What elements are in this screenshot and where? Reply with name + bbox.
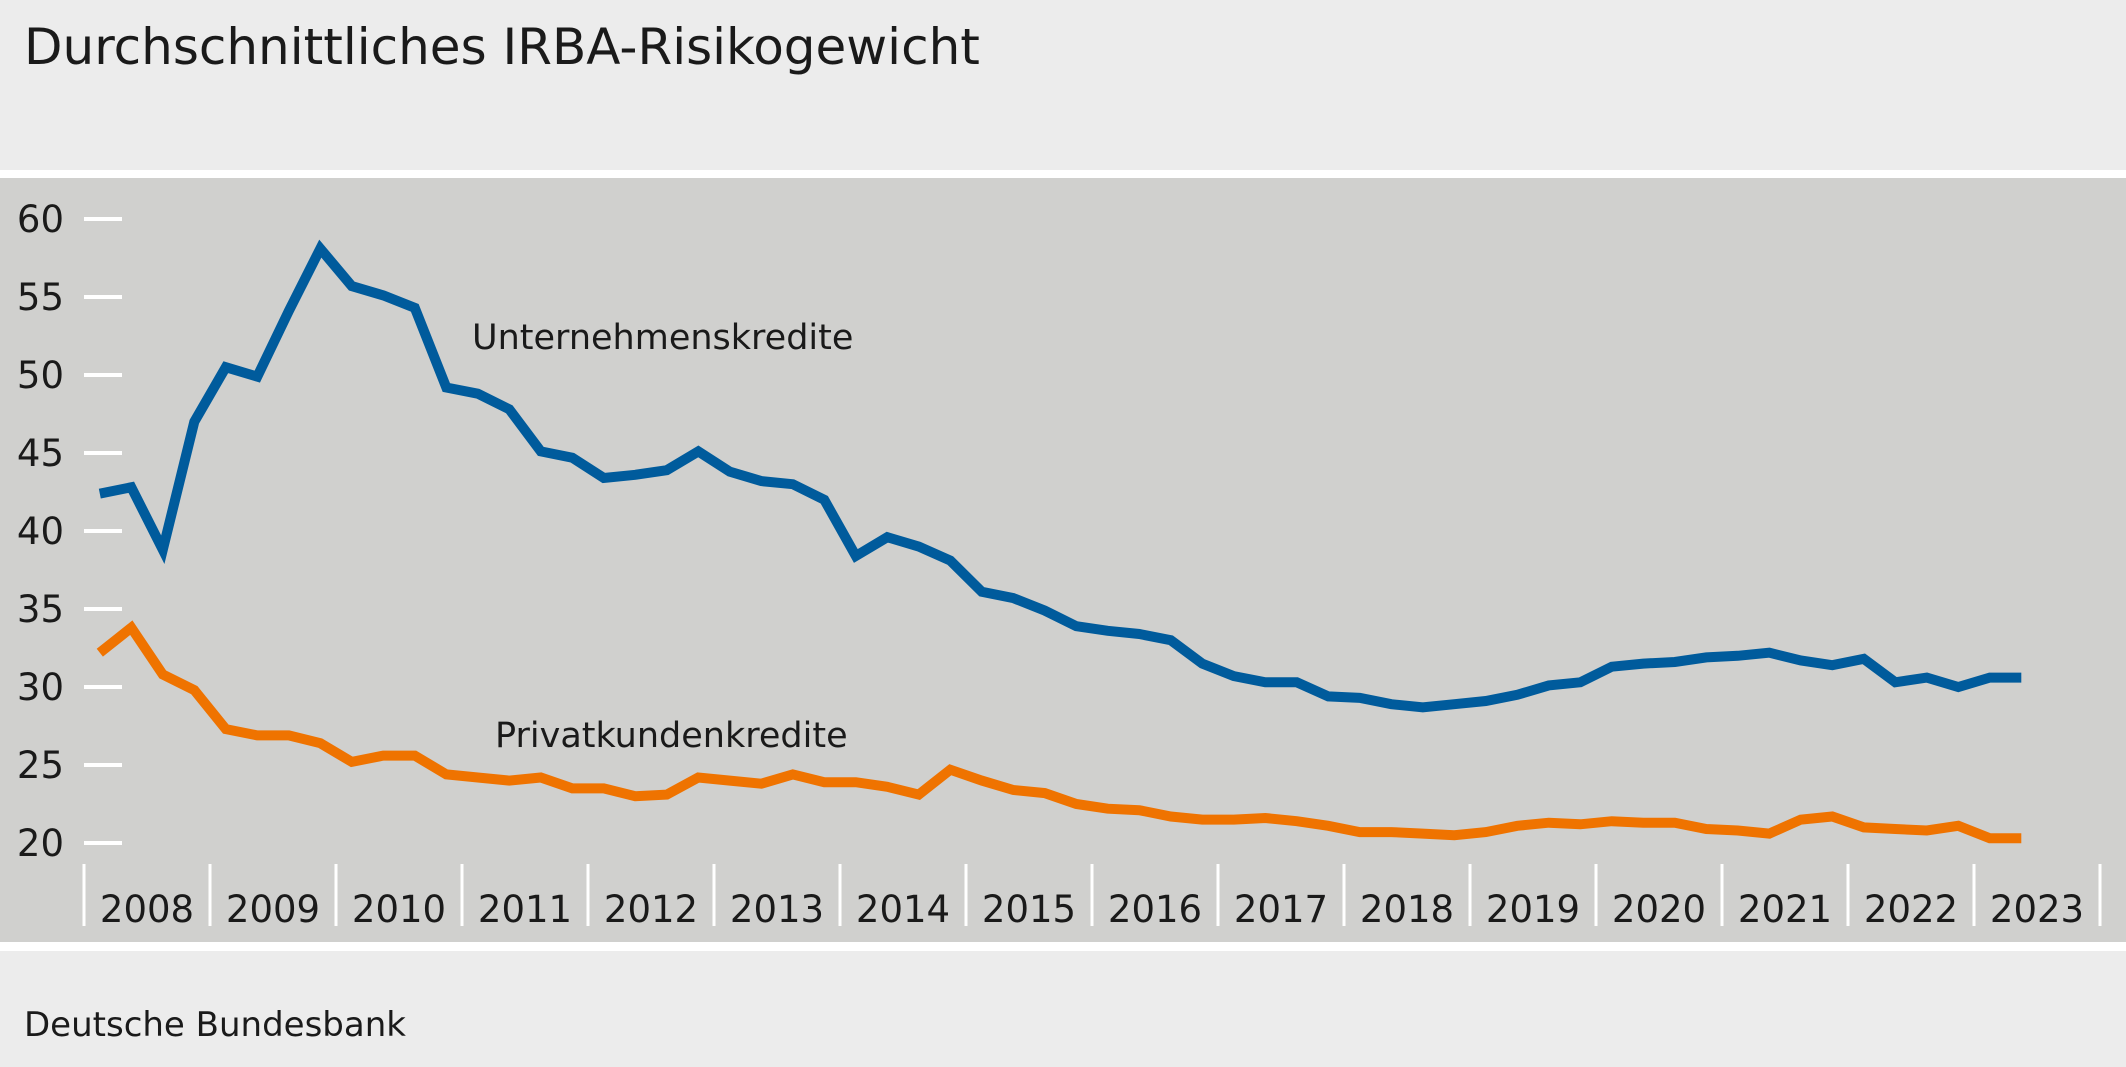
chart-title: Durchschnittliches IRBA-Risikogewicht [24, 18, 980, 76]
x-tick-label: 2017 [1234, 888, 1328, 931]
y-tick-label: 20 [17, 822, 64, 865]
series-label-privatkundenkredite: Privatkundenkredite [495, 716, 848, 756]
y-tick-label: 25 [17, 744, 64, 787]
x-tick-label: 2012 [604, 888, 698, 931]
y-tick-label: 50 [17, 354, 64, 397]
x-tick-label: 2016 [1108, 888, 1202, 931]
separator-bottom [0, 942, 2126, 951]
separator-top [0, 170, 2126, 178]
x-tick-label: 2019 [1486, 888, 1580, 931]
series-label-unternehmenskredite: Unternehmenskredite [472, 318, 853, 358]
x-tick-label: 2023 [1990, 888, 2084, 931]
y-tick-label: 35 [17, 588, 64, 631]
y-tick-label: 30 [17, 666, 64, 709]
x-tick-label: 2015 [982, 888, 1076, 931]
x-tick-label: 2011 [478, 888, 572, 931]
y-tick-label: 45 [17, 432, 64, 475]
plot-background [0, 178, 2126, 942]
x-tick-label: 2020 [1612, 888, 1706, 931]
x-tick-label: 2018 [1360, 888, 1454, 931]
x-tick-label: 2013 [730, 888, 824, 931]
x-tick-label: 2008 [100, 888, 194, 931]
x-tick-label: 2010 [352, 888, 446, 931]
y-tick-label: 40 [17, 510, 64, 553]
y-tick-label: 55 [17, 276, 64, 319]
x-tick-label: 2009 [226, 888, 320, 931]
y-tick-label: 60 [17, 198, 64, 241]
x-tick-label: 2021 [1738, 888, 1832, 931]
x-tick-label: 2022 [1864, 888, 1958, 931]
source-label: Deutsche Bundesbank [24, 1005, 406, 1045]
x-tick-label: 2014 [856, 888, 950, 931]
